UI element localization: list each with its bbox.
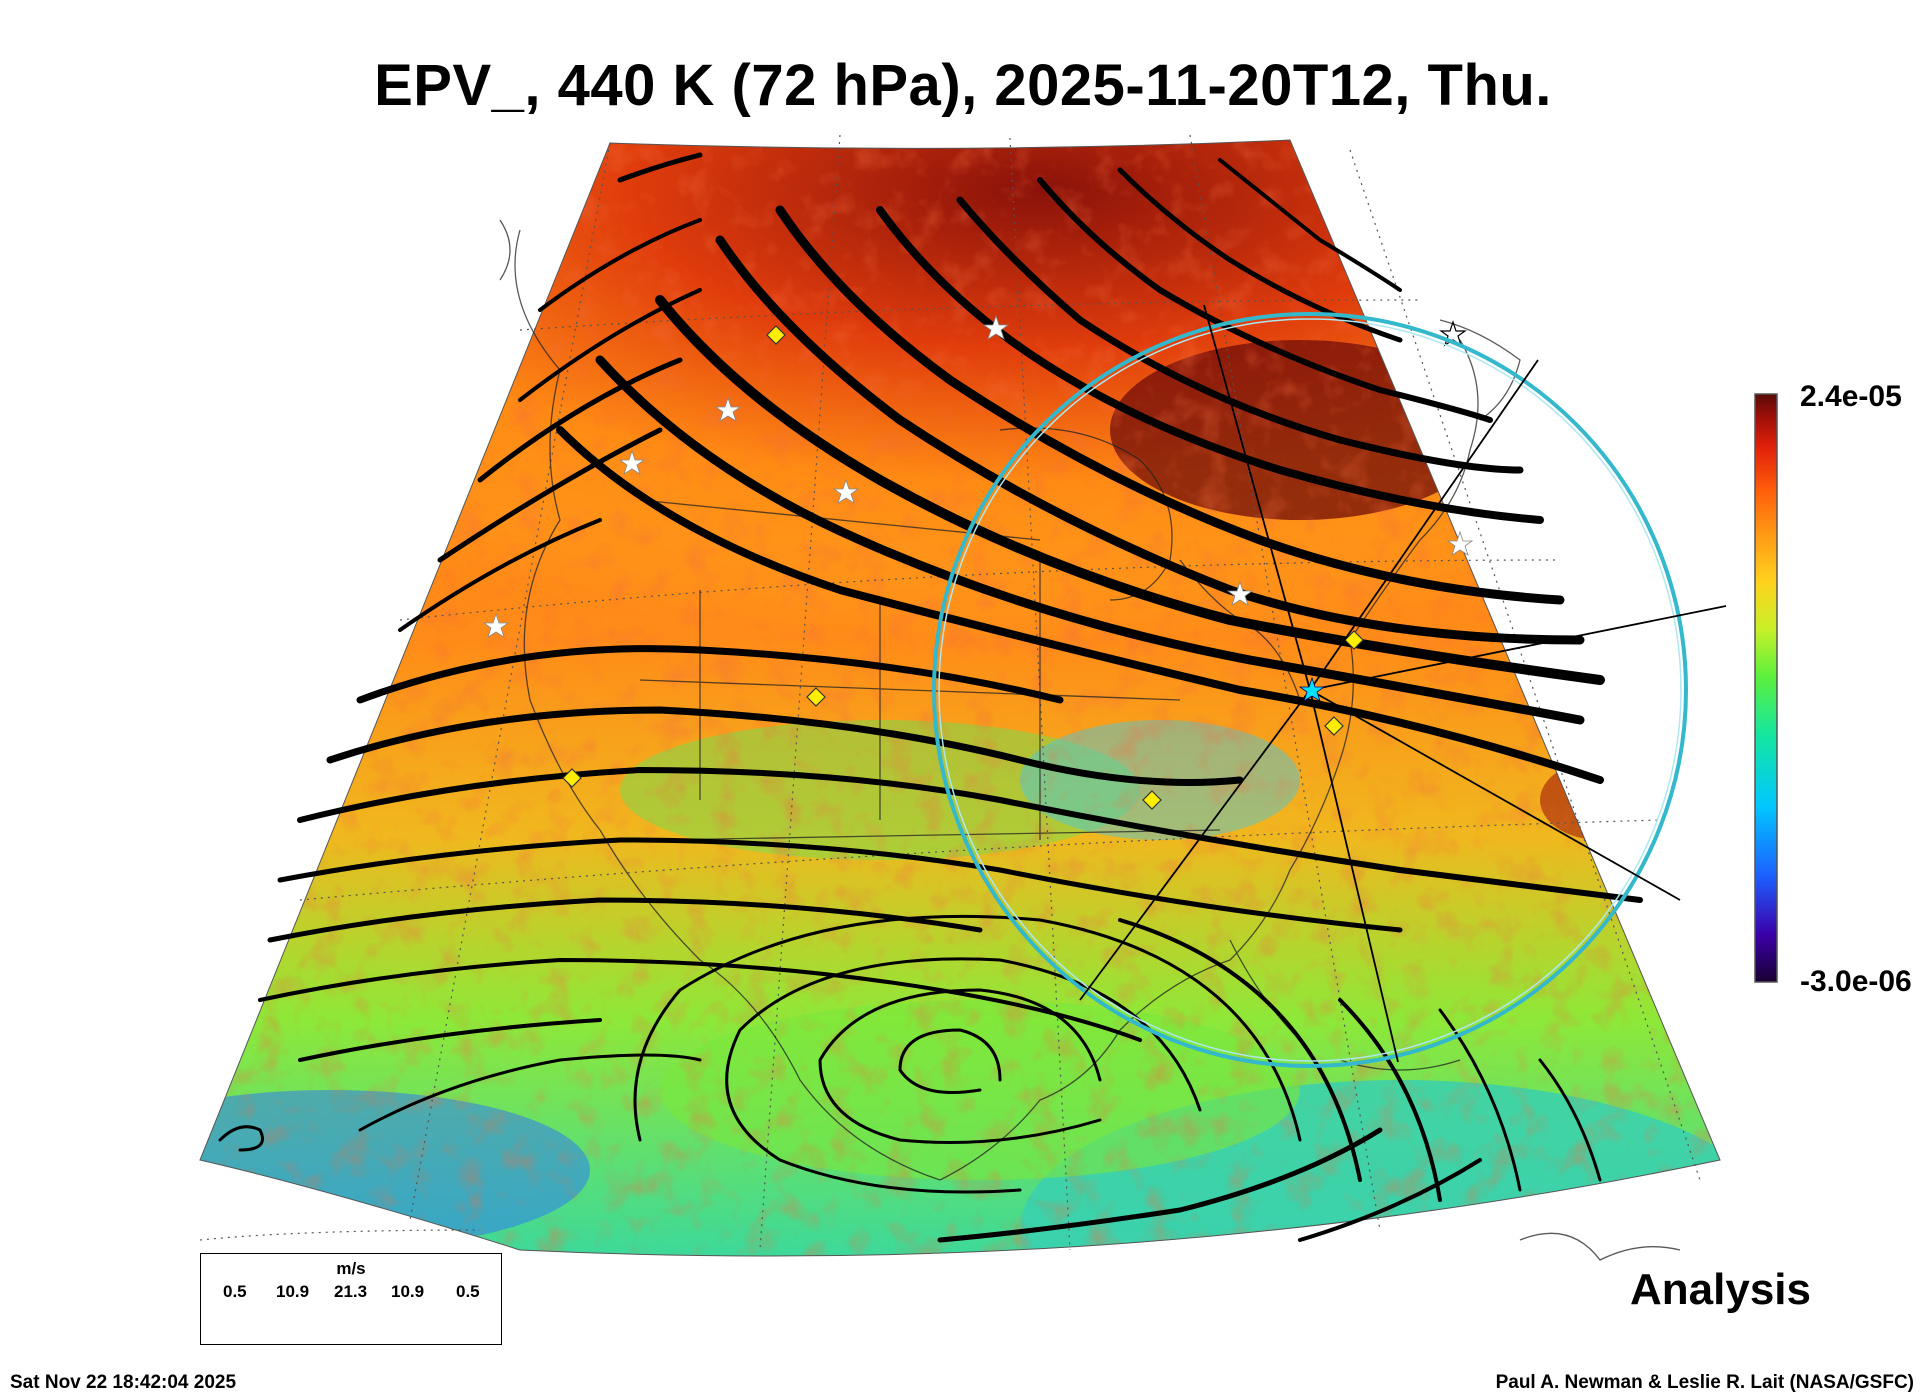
grid-lines [199,134,1701,1251]
credit: Paul A. Newman & Leslie R. Lait (NASA/GS… [1495,1372,1914,1393]
page-title: EPV_, 440 K (72 hPa), 2025-11-20T12, Thu… [374,53,1552,118]
wind-legend-unit: m/s [336,1259,366,1278]
wind-streamlines [218,152,1643,1243]
wind-legend-value: 10.9 [391,1282,425,1301]
timestamp: Sat Nov 22 18:42:04 2025 [10,1372,237,1393]
colorbar [1754,393,1778,983]
station-stars [482,314,1474,638]
analysis-label: Analysis [1630,1265,1811,1314]
colorbar-min-label: -3.0e-06 [1800,965,1912,998]
wind-legend-value: 21.3 [334,1282,368,1301]
wind-legend: m/s 0.5 10.9 21.3 10.9 0.5 [200,1253,502,1345]
radial-lines [1079,304,1727,1063]
colorbar-max-label: 2.4e-05 [1800,380,1902,413]
wind-legend-value: 0.5 [456,1282,480,1301]
wind-legend-value: 0.5 [223,1282,247,1301]
station-star-outline [1439,320,1467,347]
center-star [1298,676,1326,702]
range-circle [932,312,1688,1068]
wind-legend-value: 10.9 [276,1282,310,1301]
station-diamonds [562,325,1364,810]
